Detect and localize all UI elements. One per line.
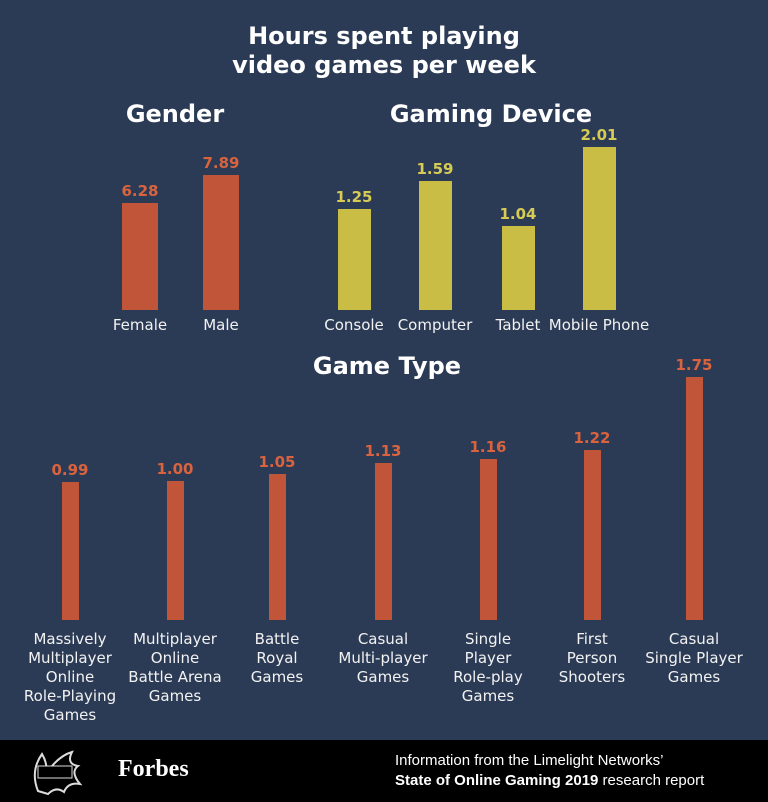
gametype-category-label: Casual Multi-player Games	[338, 630, 428, 686]
device-category-label: Mobile Phone	[548, 316, 650, 334]
gametype-bar	[479, 458, 497, 620]
gametype-value-label: 1.75	[675, 355, 713, 374]
gender-category-label: Male	[203, 316, 239, 334]
gender-section-title: Gender	[125, 100, 225, 128]
gender-category-label: Female	[112, 316, 168, 334]
gender-bar	[203, 175, 239, 310]
gender-value-label: 7.89	[202, 154, 240, 173]
source-note: Information from the Limelight Networks’…	[395, 751, 704, 791]
gametype-value-label: 1.05	[258, 453, 296, 472]
device-bar	[501, 225, 535, 310]
gametype-value-label: 1.13	[364, 441, 402, 460]
gametype-category-label: Battle Royal Games	[250, 630, 304, 686]
device-section-title: Gaming Device	[389, 100, 593, 128]
device-value-label: 1.25	[335, 187, 373, 206]
source-line-1: Information from the Limelight Networks’	[395, 752, 664, 769]
gametype-value-label: 1.00	[156, 460, 194, 478]
gametype-section-title: Game Type	[312, 352, 462, 380]
forbes-logo: Forbes	[118, 756, 189, 782]
source-report-suffix: research report	[598, 772, 705, 789]
gametype-value-label: 0.99	[51, 461, 89, 480]
device-bar	[337, 208, 371, 310]
device-category-label: Tablet	[495, 316, 541, 334]
gametype-bar	[61, 482, 79, 620]
gametype-value-label: 1.16	[469, 437, 507, 456]
footer: Forbes Information from the Limelight Ne…	[0, 740, 768, 802]
gametype-category-label: Casual Single Player Games	[645, 630, 743, 686]
device-value-label: 1.59	[416, 160, 454, 179]
kander-logo-icon	[33, 750, 83, 796]
gametype-bar	[374, 462, 392, 620]
device-bar	[582, 147, 616, 310]
gametype-bar	[166, 481, 184, 620]
gender-value-label: 6.28	[121, 181, 159, 200]
gametype-value-label: 1.22	[573, 429, 611, 448]
gametype-bar	[583, 450, 601, 620]
gametype-bar	[685, 376, 703, 620]
chart-title: Hours spent playing video games per week	[232, 22, 536, 79]
source-report-name: State of Online Gaming 2019	[395, 772, 599, 789]
device-value-label: 1.04	[499, 204, 537, 223]
device-value-label: 2.01	[580, 126, 618, 145]
gametype-category-label: Massively Multiplayer Online Role-Playin…	[23, 630, 117, 724]
gametype-category-label: Multiplayer Online Battle Arena Games	[128, 630, 222, 705]
device-bar	[418, 181, 452, 310]
gametype-category-label: Single Player Role-play Games	[453, 630, 523, 705]
gender-bar	[122, 202, 158, 310]
device-category-label: Console	[324, 316, 384, 334]
gametype-category-label: First Person Shooters	[558, 630, 626, 686]
device-category-label: Computer	[397, 316, 473, 334]
gametype-bar	[268, 474, 286, 620]
